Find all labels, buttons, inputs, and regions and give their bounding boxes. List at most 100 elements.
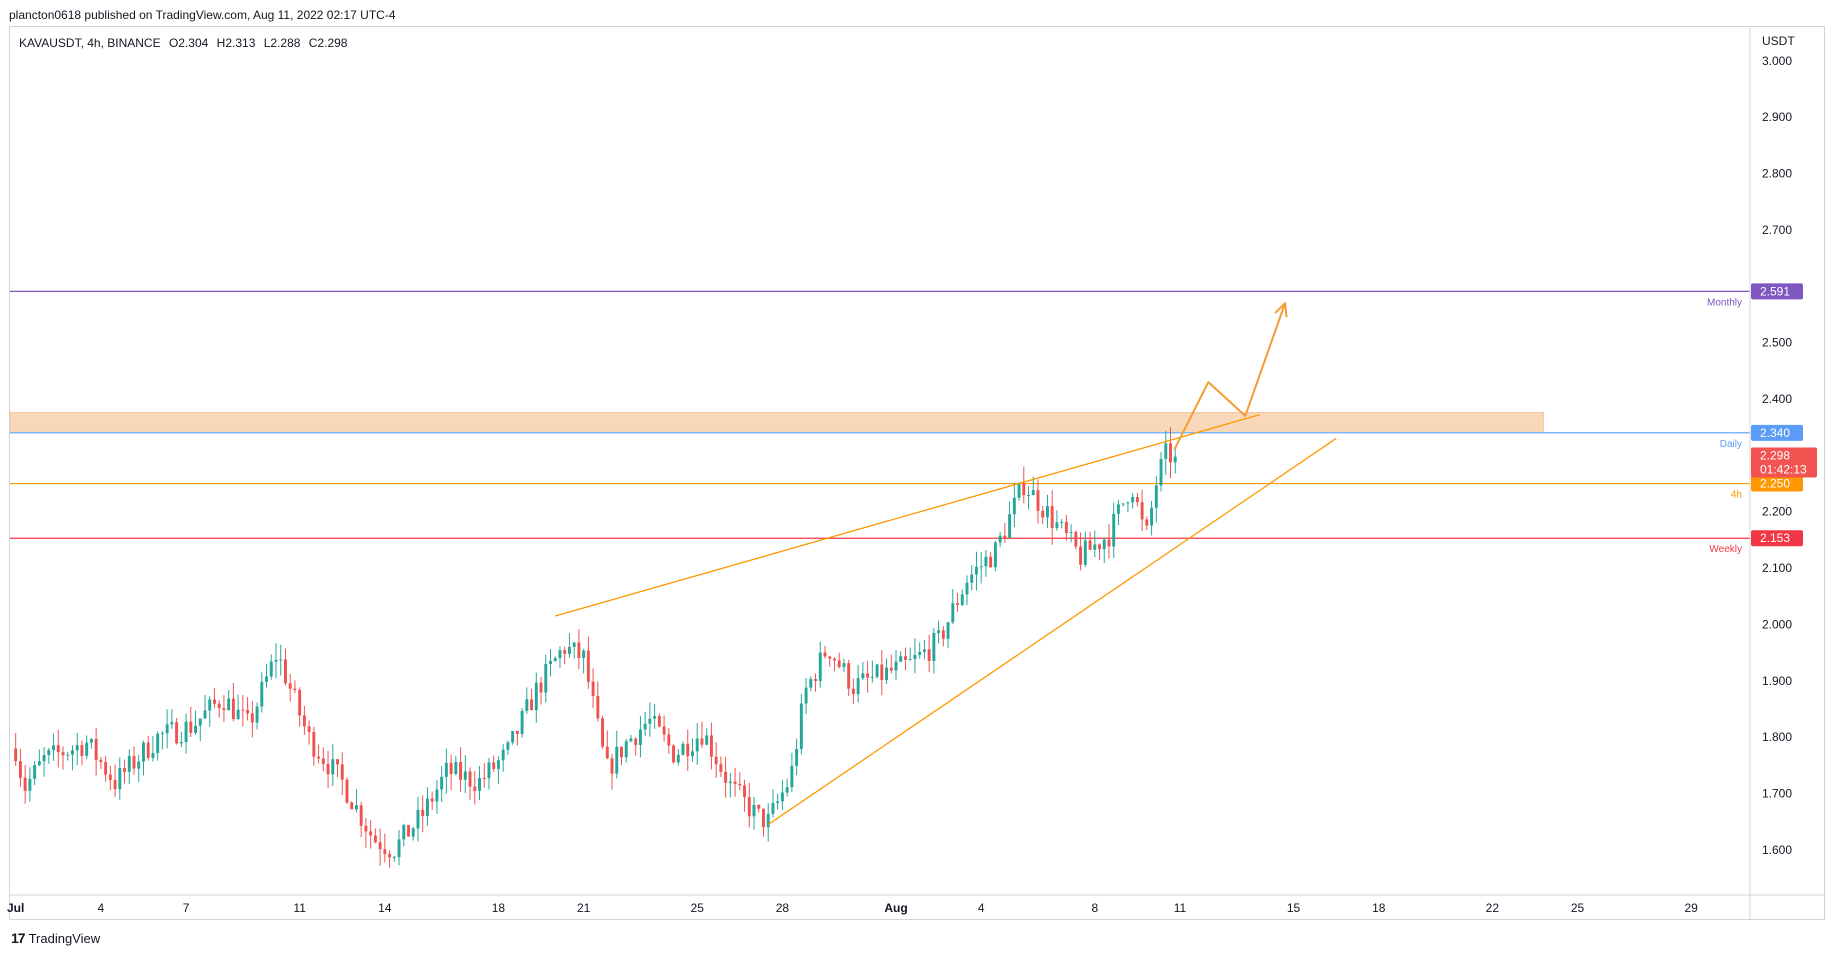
candle-body: [241, 709, 245, 711]
candle-body: [572, 642, 576, 647]
candle-body: [222, 708, 226, 711]
candle-body: [336, 759, 339, 765]
x-tick-label: 11: [1174, 901, 1187, 915]
candle-body: [1022, 483, 1026, 496]
candle-body: [137, 761, 141, 769]
candle-body: [146, 742, 150, 758]
candle-body: [667, 734, 671, 746]
candle-body: [624, 741, 628, 758]
candle-body: [837, 660, 841, 667]
chart-frame: [9, 26, 1825, 920]
candle-body: [885, 667, 889, 681]
candle-body: [515, 731, 519, 734]
x-tick-label: Aug: [884, 901, 907, 915]
candle-body: [908, 659, 912, 661]
candle-body: [814, 679, 818, 682]
candle-body: [941, 630, 945, 639]
candle-body: [1093, 544, 1097, 550]
candle-body: [1154, 485, 1158, 508]
candle-body: [780, 792, 784, 802]
candle-body: [435, 789, 439, 802]
candle-body: [156, 733, 160, 753]
currency-label: USDT: [1762, 34, 1795, 48]
candle-body: [686, 743, 690, 757]
candle-body: [993, 542, 997, 568]
candle-body: [889, 667, 893, 671]
candle-body: [1041, 510, 1045, 518]
symbol-label[interactable]: KAVAUSDT, 4h, BINANCE: [19, 36, 161, 50]
close-value: C2.298: [308, 36, 348, 50]
candle-body: [586, 650, 590, 682]
candle-body: [1107, 539, 1111, 547]
candle-body: [1131, 496, 1135, 503]
level-label-monthly: Monthly: [1707, 297, 1742, 308]
candle-body: [459, 762, 463, 780]
countdown-label: 01:42:13: [1760, 462, 1807, 476]
candle-body: [648, 718, 652, 724]
candle-body: [56, 745, 60, 753]
candle-body: [956, 603, 959, 605]
candle-body: [922, 649, 926, 652]
resistance-zone: [9, 412, 1544, 432]
candle-body: [473, 786, 477, 791]
candle-body: [340, 764, 344, 780]
candle-body: [1135, 496, 1139, 503]
candle-body: [851, 688, 855, 695]
candle-body: [85, 742, 89, 756]
x-tick-label: 25: [691, 901, 705, 915]
candle-body: [350, 802, 354, 810]
price-tag-label: 2.250: [1760, 477, 1790, 491]
candle-body: [463, 771, 467, 780]
candle-body: [89, 739, 93, 743]
current-price-label: 2.298: [1760, 448, 1790, 462]
candle-body: [946, 622, 950, 639]
candle-body: [468, 771, 472, 787]
candle-body: [269, 661, 273, 677]
candle-body: [733, 781, 737, 784]
y-tick-label: 2.100: [1762, 561, 1792, 575]
candle-body: [411, 828, 415, 837]
projection-path: [1173, 302, 1286, 451]
candle-body: [1121, 503, 1125, 505]
candle-body: [1064, 521, 1068, 534]
candle-body: [705, 735, 709, 745]
candle-body: [407, 824, 410, 837]
candle-body: [714, 756, 718, 765]
candle-body: [94, 739, 98, 760]
candle-body: [66, 754, 70, 756]
candle-body: [894, 661, 898, 671]
candle-body: [1031, 490, 1035, 496]
candle-body: [175, 722, 179, 744]
candle-body: [246, 709, 250, 714]
candle-body: [899, 656, 903, 662]
candle-body: [534, 682, 538, 711]
candle-body: [582, 650, 586, 658]
candle-body: [776, 801, 780, 804]
candle-body: [662, 726, 666, 735]
tradingview-logo[interactable]: 17 TradingView: [11, 930, 100, 946]
candle-body: [1060, 521, 1064, 523]
candle-body: [118, 768, 122, 790]
candle-body: [1098, 544, 1101, 550]
candle-body: [236, 709, 240, 720]
candle-body: [80, 745, 84, 756]
candle-body: [681, 743, 685, 755]
candle-body: [231, 698, 235, 720]
candle-body: [47, 750, 51, 756]
candle-body: [212, 699, 216, 704]
wedge-lower-line: [767, 437, 1337, 826]
x-tick-label: 18: [1372, 901, 1386, 915]
candle-body: [960, 594, 964, 605]
candle-body: [208, 699, 212, 711]
candle-body: [847, 663, 851, 689]
candle-body: [738, 783, 742, 786]
candle-body: [227, 698, 231, 711]
y-tick-label: 1.600: [1762, 843, 1792, 857]
candle-body: [757, 804, 761, 809]
candle-body: [970, 574, 974, 583]
price-tag-4h: [1751, 475, 1803, 492]
candle-body: [1164, 443, 1168, 459]
candle-body: [615, 746, 619, 774]
candle-body: [189, 721, 193, 733]
